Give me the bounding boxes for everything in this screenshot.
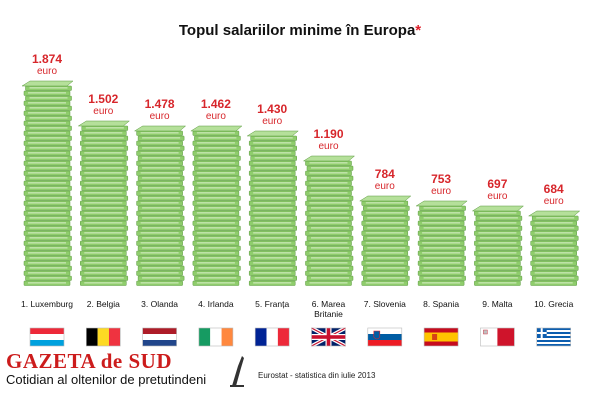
value-unit-spania: euro [431, 186, 451, 197]
publisher-tagline: Cotidian al oltenilor de pretutindeni [6, 372, 207, 387]
category-label-marea-britanie: 6. Marea Britanie [312, 299, 346, 319]
bar-malta [471, 205, 525, 286]
publisher-name: GAZETA de SUD [6, 349, 172, 373]
value-unit-luxemburg: euro [37, 66, 57, 77]
category-label-grecia: 10. Grecia [534, 299, 573, 309]
category-label-luxemburg: 1. Luxemburg [21, 299, 73, 309]
uk-flag [310, 326, 347, 348]
greece-flag [536, 327, 572, 347]
value-label-slovenia: 784 [375, 167, 395, 181]
value-unit-irlanda: euro [206, 111, 226, 122]
value-label-grecia: 684 [544, 182, 564, 196]
quill-icon [230, 356, 244, 387]
value-unit-belgia: euro [93, 106, 113, 117]
slovenia-flag [367, 327, 403, 347]
publisher-logo: GAZETA de SUD Cotidian al oltenilor de p… [6, 350, 206, 387]
category-label-belgia: 2. Belgia [87, 299, 120, 309]
spain-flag [423, 327, 459, 347]
ireland-flag [198, 327, 234, 347]
bar-grecia [527, 210, 581, 286]
category-label-olanda: 3. Olanda [141, 299, 178, 309]
value-unit-franta: euro [262, 116, 282, 127]
netherlands-flag [142, 327, 177, 347]
chart-title: Topul salariilor minime în Europa* [178, 22, 422, 39]
value-label-franta: 1.430 [257, 102, 287, 116]
category-label-spania: 8. Spania [423, 299, 459, 309]
bar-belgia [77, 120, 130, 286]
value-unit-grecia: euro [544, 196, 564, 207]
value-unit-marea-britanie: euro [318, 141, 338, 152]
luxembourg-flag [29, 327, 65, 347]
category-label-slovenia: 7. Slovenia [364, 299, 406, 309]
value-unit-malta: euro [487, 191, 507, 202]
bar-irlanda [190, 125, 243, 286]
category-label-irlanda: 4. Irlanda [198, 299, 234, 309]
value-label-olanda: 1.478 [145, 97, 175, 111]
value-label-malta: 697 [487, 177, 507, 191]
category-label-malta: 9. Malta [482, 299, 513, 309]
value-label-spania: 753 [431, 172, 451, 186]
belgium-flag [86, 327, 121, 347]
value-unit-slovenia: euro [375, 181, 395, 192]
bar-spania [415, 200, 468, 286]
france-flag [254, 327, 290, 347]
malta-flag [480, 327, 515, 347]
value-label-irlanda: 1.462 [201, 97, 231, 111]
value-label-belgia: 1.502 [88, 92, 118, 106]
source-note: Eurostat - statistica din iulie 2013 [258, 371, 376, 380]
value-label-marea-britanie: 1.190 [313, 127, 343, 141]
bar-marea-britanie [302, 155, 356, 286]
bar-luxemburg [21, 80, 74, 286]
bar-olanda [133, 125, 187, 286]
category-label-franta: 5. Franța [255, 299, 289, 309]
bar-franta [246, 130, 299, 286]
value-unit-olanda: euro [150, 111, 170, 122]
bar-slovenia [358, 195, 412, 286]
value-label-luxemburg: 1.874 [32, 52, 62, 66]
